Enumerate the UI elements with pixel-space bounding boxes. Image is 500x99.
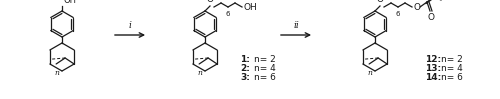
Text: n= 6: n= 6 [254, 73, 276, 82]
Text: i: i [128, 21, 132, 30]
Text: OH: OH [244, 2, 258, 11]
Text: O: O [376, 0, 384, 4]
Text: O: O [428, 13, 434, 22]
Text: n= 6: n= 6 [441, 73, 463, 82]
Text: 12:: 12: [425, 55, 441, 64]
Text: 13:: 13: [425, 64, 441, 73]
Text: 2:: 2: [240, 64, 250, 73]
Text: n= 4: n= 4 [441, 64, 463, 73]
Text: n: n [198, 69, 202, 77]
Text: 6: 6 [396, 10, 400, 17]
Text: n: n [368, 69, 372, 77]
Text: n: n [54, 69, 60, 77]
Text: n= 2: n= 2 [441, 55, 463, 64]
Text: 3:: 3: [240, 73, 250, 82]
Text: 6: 6 [226, 10, 230, 17]
Text: O: O [206, 0, 214, 4]
Text: 14:: 14: [425, 73, 442, 82]
Text: OH: OH [63, 0, 76, 5]
Text: n= 2: n= 2 [254, 55, 276, 64]
Text: 1:: 1: [240, 55, 250, 64]
Text: ii: ii [293, 21, 299, 30]
Text: n= 4: n= 4 [254, 64, 276, 73]
Text: O: O [414, 2, 421, 11]
